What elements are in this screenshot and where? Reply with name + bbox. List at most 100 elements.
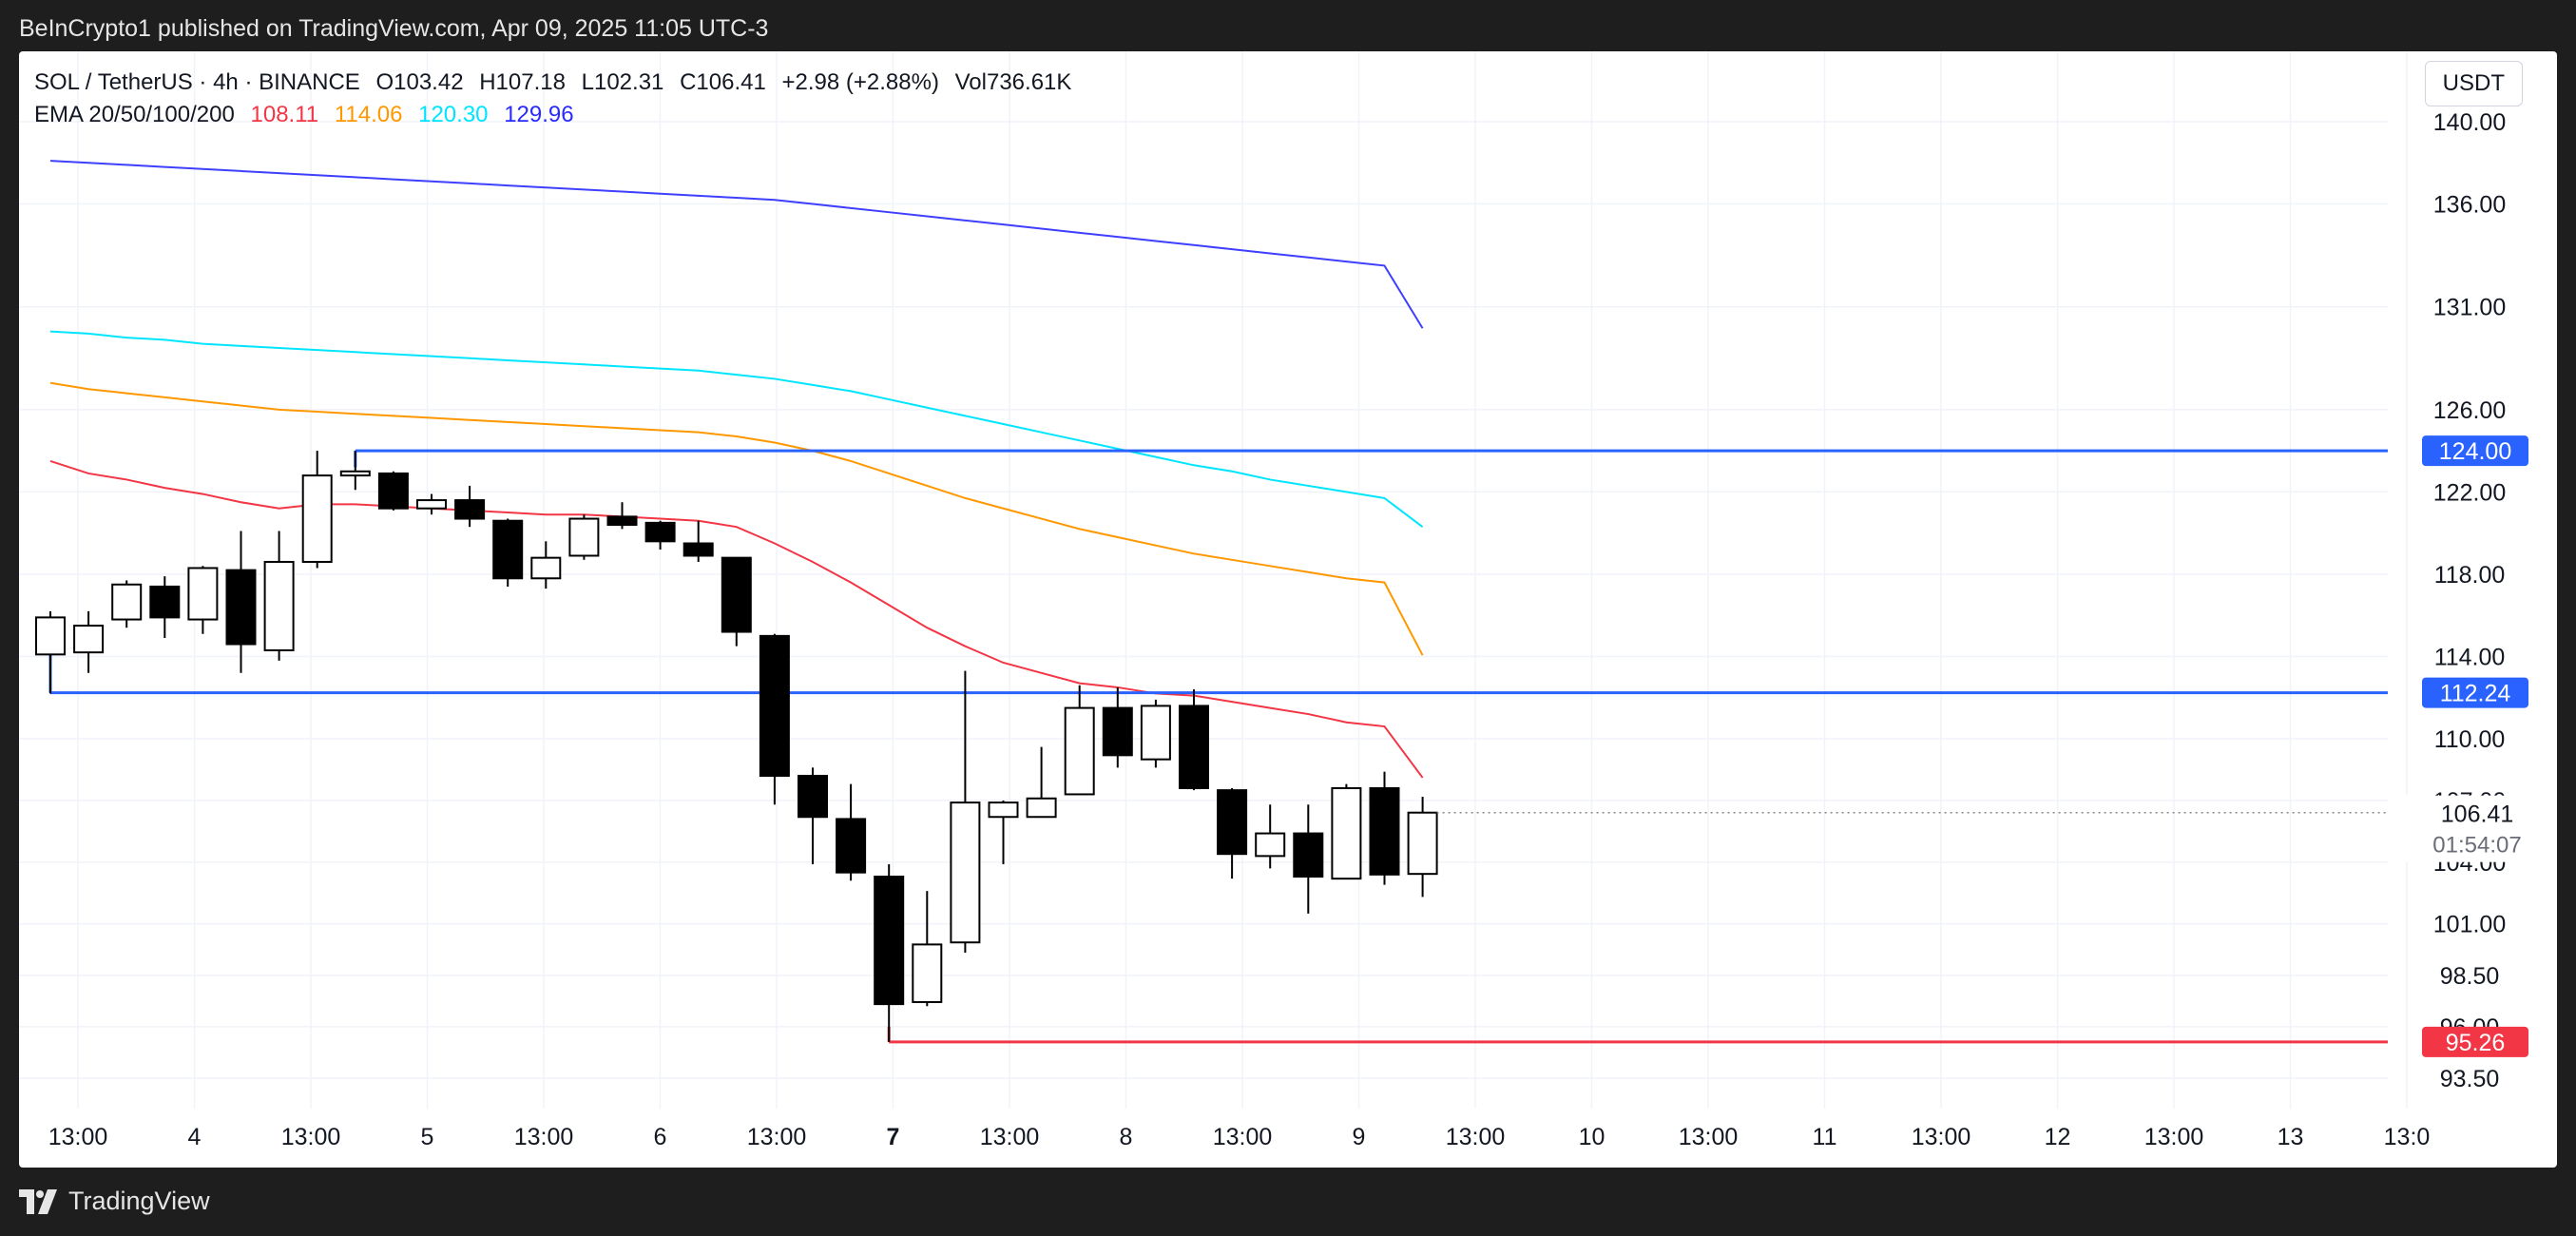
time-axis-label: 13:00 <box>980 1124 1040 1150</box>
time-axis-label: 9 <box>1353 1124 1366 1150</box>
ema-100-value: 120.30 <box>418 102 489 127</box>
candle-up[interactable] <box>35 616 66 656</box>
candle-down[interactable] <box>1293 832 1324 878</box>
time-axis-label: 13:00 <box>1912 1124 1971 1150</box>
candle-down[interactable] <box>798 774 828 819</box>
price-change: +2.98 (+2.88%) <box>781 69 939 95</box>
candle-up[interactable] <box>111 583 143 621</box>
candle-up[interactable] <box>416 499 447 510</box>
level-badge-label: 112.24 <box>2440 681 2511 707</box>
candle-down[interactable] <box>874 875 905 1006</box>
price-axis-label: 101.00 <box>2433 912 2506 938</box>
candle-down[interactable] <box>721 556 752 633</box>
candle-up[interactable] <box>988 801 1019 819</box>
level-badge-label: 124.00 <box>2439 438 2511 465</box>
ema-legend-row: EMA 20/50/100/200 108.11 114.06 120.30 1… <box>34 99 1081 131</box>
time-axis-label: 13:00 <box>1679 1124 1739 1150</box>
candle-up[interactable] <box>301 474 333 563</box>
time-axis-label: 13:00 <box>281 1124 341 1150</box>
last-price-badge <box>2403 795 2547 862</box>
candle-down[interactable] <box>836 818 867 874</box>
level-badge[interactable] <box>2422 435 2528 467</box>
candle-down[interactable] <box>606 515 638 527</box>
ema-line-200 <box>49 160 1424 329</box>
time-axis-label: 13:00 <box>514 1124 574 1150</box>
level-badge[interactable] <box>2422 677 2528 708</box>
time-axis-label: 7 <box>887 1124 900 1150</box>
time-axis-label: 10 <box>1579 1124 1605 1150</box>
symbol-legend-row: SOL / TetherUS · 4h · BINANCE O103.42 H1… <box>34 67 1081 99</box>
ohlc-high: H107.18 <box>479 69 566 95</box>
candle-down[interactable] <box>149 585 181 619</box>
candle-up[interactable] <box>339 470 371 477</box>
time-axis-label: 6 <box>654 1124 667 1150</box>
candle-up[interactable] <box>1407 811 1438 876</box>
time-axis-label: 13:00 <box>48 1124 108 1150</box>
candle-down[interactable] <box>225 569 257 646</box>
chart-legend: SOL / TetherUS · 4h · BINANCE O103.42 H1… <box>34 67 1081 131</box>
candle-up[interactable] <box>530 556 562 580</box>
candle-down[interactable] <box>377 472 409 510</box>
ema-line-100 <box>49 330 1424 528</box>
candle-up[interactable] <box>187 567 219 621</box>
ema-200-value: 129.96 <box>504 102 574 127</box>
price-axis-label: 126.00 <box>2433 397 2506 424</box>
time-axis-label: 8 <box>1120 1124 1133 1150</box>
price-axis-label: 131.00 <box>2433 295 2506 321</box>
candle-down[interactable] <box>454 499 486 520</box>
time-axis-label: 13:00 <box>1213 1124 1273 1150</box>
time-axis-label: 13 <box>2278 1124 2304 1150</box>
price-axis-label: 136.00 <box>2433 192 2506 219</box>
candle-up[interactable] <box>950 801 981 944</box>
candle-down[interactable] <box>682 542 714 557</box>
candle-up[interactable] <box>73 625 105 654</box>
chart-panel[interactable]: 140.00 136.00 131.00 126.00 122.00 118.00 114.… <box>19 51 2557 1168</box>
candle-down[interactable] <box>1102 706 1133 757</box>
tradingview-logo-icon <box>19 1188 57 1214</box>
price-axis-label: 118.00 <box>2434 562 2506 589</box>
candle-down[interactable] <box>492 519 524 580</box>
ema-label[interactable]: EMA 20/50/100/200 <box>34 102 235 127</box>
bar-countdown-label: 01:54:07 <box>2432 833 2521 859</box>
candle-down[interactable] <box>1179 705 1209 789</box>
price-axis-label: 98.50 <box>2440 963 2500 990</box>
time-axis-label: 13:00 <box>747 1124 807 1150</box>
publisher-bar: BeInCrypto1 published on TradingView.com… <box>0 0 2576 51</box>
candle-up[interactable] <box>1026 797 1057 819</box>
time-axis-label: 11 <box>1813 1124 1837 1150</box>
price-axis-label: 110.00 <box>2434 726 2506 753</box>
candle-up[interactable] <box>1064 706 1095 796</box>
currency-button[interactable]: USDT <box>2424 61 2523 106</box>
ema-20-value: 108.11 <box>250 102 319 127</box>
price-axis-label: 122.00 <box>2433 479 2506 506</box>
publisher-line: BeInCrypto1 published on TradingView.com… <box>19 15 769 42</box>
time-axis-label: 13:00 <box>1446 1124 1506 1150</box>
candle-up[interactable] <box>912 943 943 1003</box>
time-axis-label: 13:00 <box>2144 1124 2204 1150</box>
level-badge-label: 95.26 <box>2446 1030 2506 1056</box>
candle-down[interactable] <box>644 521 676 543</box>
candle-up[interactable] <box>1255 832 1286 858</box>
candle-up[interactable] <box>263 560 295 652</box>
candle-down[interactable] <box>1369 786 1400 876</box>
ohlc-close: C106.41 <box>680 69 766 95</box>
footer-bar: TradingView <box>0 1168 2576 1236</box>
time-axis-label: 12 <box>2045 1124 2071 1150</box>
brand-name: TradingView <box>68 1187 210 1215</box>
price-axis-label: 93.50 <box>2440 1066 2500 1092</box>
candle-up[interactable] <box>568 517 600 557</box>
tradingview-brand[interactable]: TradingView <box>19 1187 210 1216</box>
candle-up[interactable] <box>1140 705 1171 761</box>
price-axis-label: 114.00 <box>2434 644 2506 670</box>
candle-down[interactable] <box>1217 789 1248 856</box>
ema-line-50 <box>49 381 1424 656</box>
ohlc-low: L102.31 <box>581 69 664 95</box>
last-price-label: 106.41 <box>2441 801 2513 828</box>
level-badge[interactable] <box>2422 1026 2528 1057</box>
candle-down[interactable] <box>759 634 790 777</box>
symbol-label[interactable]: SOL / TetherUS · 4h · BINANCE <box>34 69 360 95</box>
time-axis-label: 4 <box>188 1124 202 1150</box>
price-chart[interactable]: 140.00 136.00 131.00 126.00 122.00 118.00 114.… <box>19 51 2557 1168</box>
candle-up[interactable] <box>1331 786 1362 880</box>
time-axis-label: 13:0 <box>2384 1124 2431 1150</box>
